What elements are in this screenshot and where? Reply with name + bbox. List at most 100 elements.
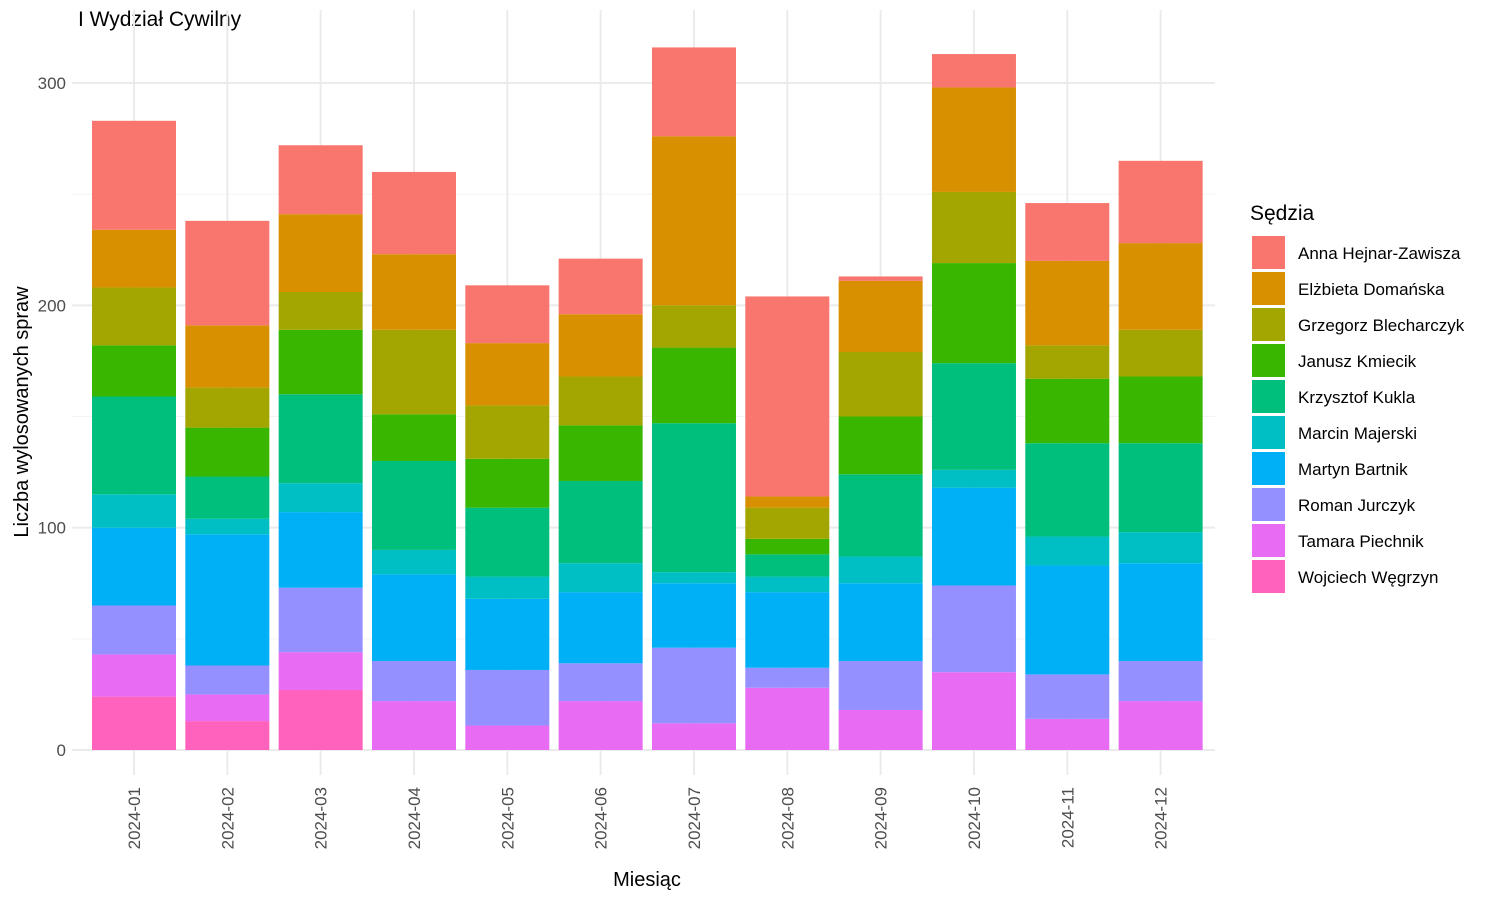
- bar-segment: [1025, 718, 1110, 750]
- bar-segment: [1118, 532, 1203, 564]
- legend-title: Sędzia: [1250, 202, 1315, 225]
- legend-swatch: [1252, 560, 1285, 593]
- bar-segment: [931, 487, 1016, 586]
- bar-segment: [278, 145, 363, 215]
- bar-segment: [371, 329, 456, 415]
- legend-swatch: [1252, 488, 1285, 521]
- y-tick-labels: 0 100 200 300: [38, 74, 66, 760]
- bar-segment: [371, 171, 456, 255]
- bar-segment: [1118, 563, 1203, 662]
- bar-segment: [651, 583, 736, 648]
- x-tick-label: 2024-11: [1058, 787, 1077, 848]
- x-tick-label: 2024-07: [685, 787, 704, 849]
- bar-segment: [838, 709, 923, 750]
- bar-segment: [371, 701, 456, 750]
- bar-segment: [465, 725, 550, 750]
- legend-swatch: [1252, 416, 1285, 449]
- y-tick-label: 200: [38, 296, 66, 315]
- x-tick-label: 2024-12: [1152, 787, 1171, 849]
- legend-swatch: [1252, 272, 1285, 305]
- x-tick-label: 2024-04: [405, 787, 424, 849]
- bar-segment: [92, 287, 176, 346]
- bar-segment: [838, 416, 923, 475]
- legend: Sędzia Anna Hejnar-Zawisza Elżbieta Domań…: [1250, 202, 1465, 593]
- bar-segment: [651, 347, 736, 424]
- bar-segment: [1025, 203, 1110, 261]
- bar-segment: [931, 263, 1016, 364]
- bar-segment: [651, 47, 736, 137]
- bar-segment: [745, 667, 830, 688]
- bar-segment: [558, 701, 643, 750]
- bar-segment: [558, 314, 643, 377]
- bar-segment: [371, 574, 456, 662]
- legend-label: Martyn Bartnik: [1298, 460, 1408, 479]
- bar-segment: [1118, 661, 1203, 702]
- legend-swatch: [1252, 452, 1285, 485]
- chart-title: I Wydział Cywilny: [78, 8, 242, 31]
- bar-segment: [465, 285, 550, 344]
- x-tick-label: 2024-02: [218, 787, 237, 849]
- bar-segment: [185, 721, 270, 750]
- bar-segment: [558, 592, 643, 664]
- bar-segment: [1025, 260, 1110, 346]
- bar-segment: [185, 518, 270, 535]
- legend-swatch: [1252, 236, 1285, 269]
- bar-segment: [185, 534, 270, 666]
- bar-segment: [838, 583, 923, 662]
- bar-segment: [838, 276, 923, 281]
- bar-segment: [745, 576, 830, 593]
- bar-segment: [92, 605, 176, 655]
- bar-segment: [1118, 329, 1203, 377]
- bar-segment: [651, 572, 736, 584]
- bar-segment: [1025, 378, 1110, 444]
- bar-segment: [931, 585, 1016, 673]
- bar-segment: [185, 694, 270, 722]
- bar-segment: [371, 661, 456, 702]
- bar-segment: [92, 654, 176, 697]
- bar-segment: [185, 476, 270, 519]
- bar-segment: [92, 527, 176, 606]
- bar-segment: [745, 554, 830, 577]
- legend-label: Elżbieta Domańska: [1298, 280, 1445, 299]
- bar-segment: [651, 423, 736, 573]
- bar-segment: [92, 696, 176, 750]
- bar-segment: [651, 305, 736, 348]
- bar-segment: [558, 563, 643, 593]
- bar-segment: [185, 325, 270, 388]
- bar-segment: [465, 598, 550, 670]
- bar-segment: [465, 669, 550, 726]
- bar-segment: [745, 496, 830, 508]
- bar-segment: [651, 647, 736, 724]
- bar-segment: [1118, 160, 1203, 244]
- bar-segment: [1025, 565, 1110, 675]
- bar-segment: [931, 672, 1016, 750]
- legend-swatch: [1252, 344, 1285, 377]
- bar-segment: [465, 343, 550, 406]
- bar-segment: [465, 507, 550, 577]
- bar-segment: [931, 469, 1016, 488]
- legend-label: Marcin Majerski: [1298, 424, 1417, 443]
- x-tick-label: 2024-01: [125, 787, 144, 849]
- x-tick-labels: 2024-01 2024-02 2024-03 2024-04 2024-05 2024-…: [125, 787, 1171, 849]
- bar-segment: [278, 291, 363, 330]
- bar-segment: [558, 663, 643, 702]
- x-tick-label: 2024-03: [312, 787, 331, 849]
- legend-label: Krzysztof Kukla: [1298, 388, 1416, 407]
- bar-segment: [278, 689, 363, 750]
- bar-segment: [1025, 443, 1110, 537]
- bar-segment: [185, 387, 270, 428]
- bar-segment: [278, 512, 363, 588]
- bar-segment: [931, 54, 1016, 88]
- y-axis-title: Liczba wylosowanych spraw: [11, 286, 33, 538]
- bar-segment: [465, 458, 550, 508]
- bar-segment: [465, 576, 550, 599]
- bar-segment: [745, 296, 830, 497]
- y-tick-label: 0: [57, 741, 66, 760]
- bar-segment: [278, 394, 363, 484]
- bar-segment: [745, 507, 830, 539]
- legend-label: Anna Hejnar-Zawisza: [1298, 244, 1461, 263]
- bar-segment: [651, 136, 736, 306]
- bar-segment: [931, 363, 1016, 470]
- bar-segment: [651, 723, 736, 750]
